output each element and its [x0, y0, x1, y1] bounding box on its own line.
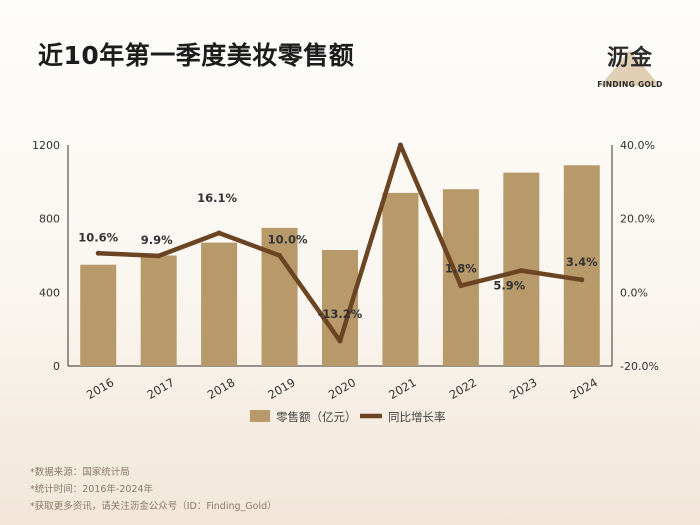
legend-bar-swatch — [250, 410, 270, 422]
footnote-period: *统计时间：2016年-2024年 — [30, 484, 154, 495]
growth-point-2023 — [518, 268, 524, 274]
growth-point-2024 — [579, 277, 585, 283]
x-tick-label: 2019 — [265, 375, 297, 402]
growth-point-2022 — [458, 283, 464, 289]
growth-point-2020 — [337, 338, 343, 344]
legend-bar-label: 零售额（亿元） — [276, 410, 357, 424]
bar-2018 — [201, 242, 238, 366]
bar-2017 — [140, 255, 177, 366]
data-label: 1.8% — [445, 262, 477, 276]
bar-2016 — [80, 264, 117, 366]
x-tick-label: 2022 — [447, 375, 479, 402]
legend-line-label: 同比增长率 — [388, 410, 446, 424]
x-tick-label: 2021 — [386, 375, 418, 402]
data-label: 3.4% — [566, 255, 598, 269]
growth-point-2016 — [95, 250, 101, 256]
data-label: 16.1% — [197, 191, 237, 205]
x-tick-label: 2018 — [205, 375, 237, 402]
logo-triangle-icon — [600, 50, 660, 86]
logo-name-cn: 沥金 — [606, 46, 653, 71]
growth-point-2018 — [216, 230, 222, 236]
data-label: -13.2% — [318, 307, 363, 321]
y-right-tick-label: -20.0% — [620, 360, 659, 373]
y-right-tick-label: 40.0% — [620, 139, 655, 152]
x-tick-label: 2016 — [84, 375, 116, 402]
logo-name-en: FINDING GOLD — [597, 80, 663, 89]
x-tick-label: 2017 — [144, 375, 176, 402]
y-left-tick-label: 400 — [39, 286, 60, 299]
data-label: 10.0% — [268, 233, 308, 247]
footnotes: *数据来源：国家统计局 *统计时间：2016年-2024年 *获取更多资讯，请关… — [30, 464, 277, 515]
growth-point-2017 — [156, 253, 162, 259]
growth-point-2021 — [397, 142, 403, 148]
chart-title: 近10年第一季度美妆零售额 — [38, 41, 355, 70]
growth-point-2019 — [277, 253, 283, 258]
data-label: 10.6% — [78, 230, 118, 244]
data-label: 9.9% — [141, 233, 173, 247]
x-tick-label: 2020 — [326, 375, 358, 402]
y-left-tick-label: 0 — [53, 360, 60, 373]
combo-chart: 0 400 800 1200 -20.0% 0.0% 20.0% 40.0% 2016 2017 2… — [32, 139, 659, 424]
x-tick-label: 2024 — [568, 375, 600, 402]
y-right-tick-label: 0.0% — [620, 286, 648, 299]
bar-2024 — [563, 165, 600, 366]
footnote-source: *数据来源：国家统计局 — [30, 467, 130, 478]
y-left-tick-label: 800 — [39, 213, 60, 226]
footnote-follow: *获取更多资讯，请关注沥金公众号（ID：Finding_Gold） — [30, 501, 277, 512]
data-label: 5.9% — [493, 279, 525, 293]
brand-logo: 沥金 FINDING GOLD — [597, 40, 662, 96]
y-left-tick-label: 1200 — [32, 139, 60, 152]
bar-2022 — [442, 189, 479, 366]
x-tick-label: 2023 — [507, 375, 539, 402]
bar-2021 — [382, 192, 419, 366]
y-right-tick-label: 20.0% — [620, 213, 655, 226]
